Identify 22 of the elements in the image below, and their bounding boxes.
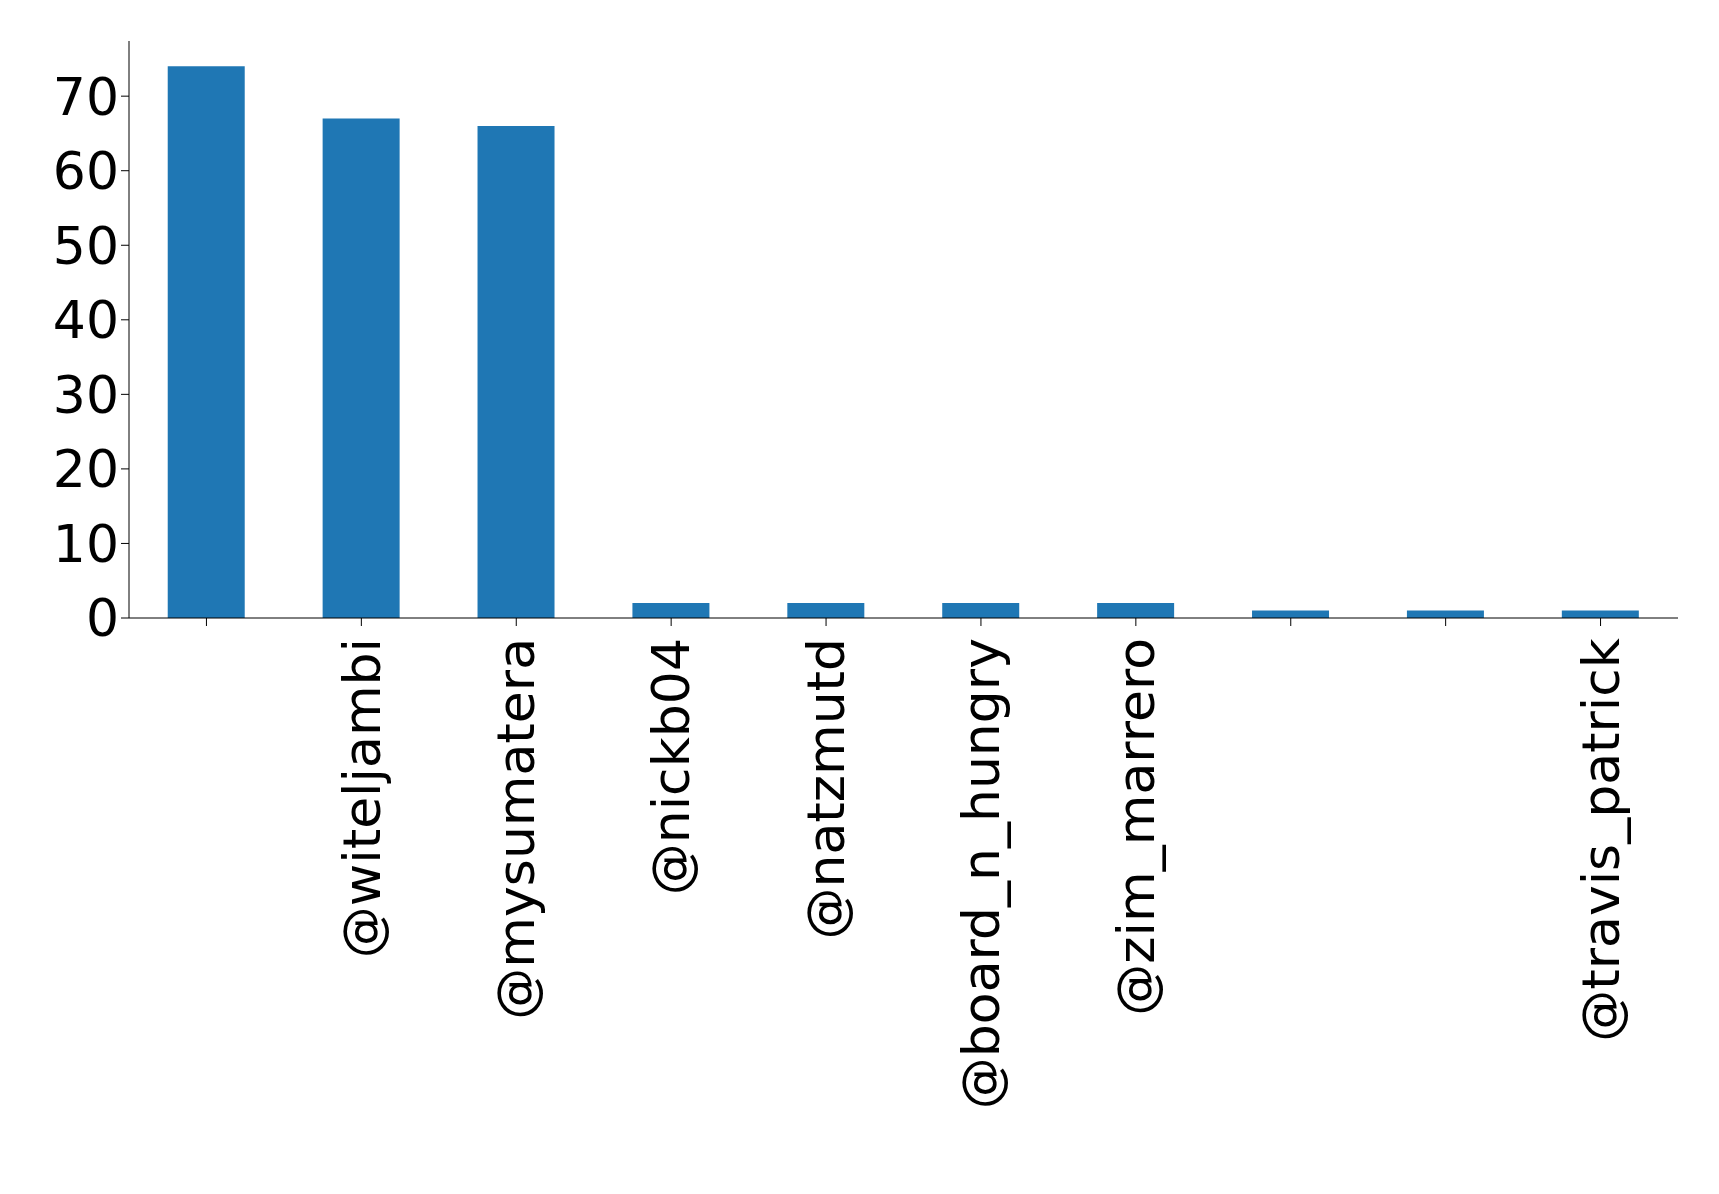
y-tick-label: 30	[52, 364, 119, 425]
bar	[322, 118, 400, 618]
x-tick-label: @natzmutd	[796, 638, 857, 940]
x-tick-label: @witeljambi	[331, 638, 392, 959]
y-tick-label: 20	[52, 439, 119, 500]
bar	[632, 603, 710, 618]
bar	[942, 603, 1020, 618]
bar	[477, 125, 555, 618]
x-tick-label: @zim_marrero	[1106, 638, 1167, 1016]
bar	[1097, 603, 1175, 618]
x-tick-label: @board_n_hungry	[951, 638, 1012, 1110]
y-tick-label: 50	[52, 215, 119, 276]
y-tick-label: 60	[52, 141, 119, 202]
y-tick-label: 70	[52, 66, 119, 127]
x-tick-label: @mysumatera	[486, 638, 547, 1020]
x-tick-label: @nickb04	[641, 638, 702, 896]
bar	[167, 66, 245, 618]
y-tick-label: 40	[52, 290, 119, 351]
bar	[787, 603, 865, 618]
y-tick-label: 10	[52, 513, 119, 574]
x-tick-label: @travis_patrick	[1570, 638, 1631, 1042]
y-tick-label: 0	[85, 588, 119, 649]
